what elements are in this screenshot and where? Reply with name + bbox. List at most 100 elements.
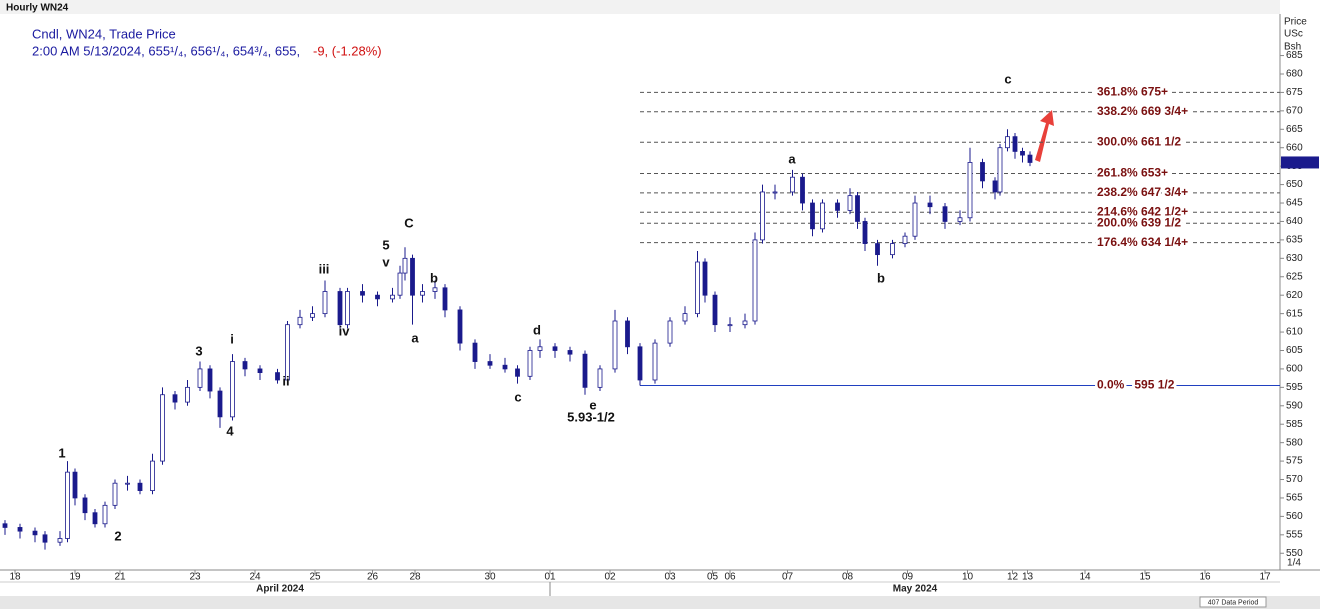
candle-body xyxy=(72,471,78,499)
candle-body xyxy=(230,361,235,418)
trend-arrow xyxy=(1035,110,1054,162)
candle-body xyxy=(137,482,143,491)
candle-body xyxy=(772,191,778,194)
candle-body xyxy=(487,361,493,366)
y-tick-label: 610 xyxy=(1286,327,1303,338)
page-indicator: 1/4 xyxy=(1287,558,1301,569)
x-tick-label: 05 xyxy=(707,572,719,583)
candle-body xyxy=(112,482,118,506)
candle-body xyxy=(420,291,425,296)
axis-header: Bsh xyxy=(1284,42,1301,53)
y-tick-label: 590 xyxy=(1286,400,1303,411)
candle-body xyxy=(397,272,403,296)
x-tick-label: 23 xyxy=(189,572,201,583)
candle-body xyxy=(597,368,603,388)
info-change: -9, (-1.28%) xyxy=(313,43,382,58)
candle-body xyxy=(527,350,533,377)
wave-label: ii xyxy=(282,373,289,388)
candle-body xyxy=(702,261,708,296)
title-bar xyxy=(0,0,1280,14)
fib-level-label: 261.8% 653+ xyxy=(1097,166,1168,180)
fib-level-label: 0.0% 595 1/2 xyxy=(1097,378,1175,392)
y-tick-label: 625 xyxy=(1286,271,1303,282)
candle-body xyxy=(1005,136,1010,149)
candle-body xyxy=(432,287,438,292)
month-label: April 2024 xyxy=(256,584,304,595)
candle-body xyxy=(637,346,643,381)
candle-body xyxy=(1027,154,1033,163)
chart-title: Hourly WN24 xyxy=(6,3,69,14)
x-tick-label: 21 xyxy=(114,572,126,583)
wave-label: c xyxy=(1004,71,1011,86)
candle-body xyxy=(890,243,895,256)
candle-body xyxy=(197,368,203,388)
candle-body xyxy=(992,180,998,193)
candle-body xyxy=(345,291,350,326)
candle-body xyxy=(57,538,63,543)
candle-body xyxy=(927,202,933,208)
fib-level-label: 300.0% 661 1/2 xyxy=(1097,134,1181,148)
x-tick-label: 30 xyxy=(484,572,496,583)
y-tick-label: 565 xyxy=(1286,493,1303,504)
candle-body xyxy=(337,291,343,326)
y-tick-label: 580 xyxy=(1286,437,1303,448)
x-tick-label: 08 xyxy=(842,572,854,583)
candle-body xyxy=(257,368,263,374)
candle-body xyxy=(582,353,588,388)
wave-label: b xyxy=(430,270,438,285)
candle-body xyxy=(625,320,630,348)
fib-level-label: 238.2% 647 3/4+ xyxy=(1097,185,1188,199)
candle-body xyxy=(242,361,248,370)
wave-label: a xyxy=(788,151,796,166)
y-tick-label: 605 xyxy=(1286,345,1303,356)
x-tick-label: 13 xyxy=(1022,572,1034,583)
wave-label: b xyxy=(877,270,885,285)
candle-body xyxy=(537,346,543,351)
y-tick-label: 645 xyxy=(1286,198,1303,209)
candle-body xyxy=(652,342,658,381)
y-tick-label: 660 xyxy=(1286,142,1303,153)
y-tick-label: 650 xyxy=(1286,179,1303,190)
wave-label: 1 xyxy=(58,445,65,460)
candle-body xyxy=(1020,151,1025,156)
candle-body xyxy=(32,530,38,536)
y-tick-label: 635 xyxy=(1286,235,1303,246)
candle-body xyxy=(185,386,190,403)
candle-body xyxy=(835,202,840,211)
candle-body xyxy=(42,534,48,543)
x-tick-label: 24 xyxy=(249,572,261,583)
candle-body xyxy=(847,195,853,211)
candle-body xyxy=(217,390,223,418)
candle-body xyxy=(967,162,973,219)
wave-label: i xyxy=(230,331,234,346)
candle-body xyxy=(727,324,733,327)
x-tick-label: 07 xyxy=(782,572,794,583)
candle-body xyxy=(862,221,868,244)
x-tick-label: 03 xyxy=(664,572,676,583)
candle-body xyxy=(502,364,508,370)
candle-body xyxy=(855,195,860,222)
y-tick-label: 665 xyxy=(1286,124,1303,135)
y-tick-label: 575 xyxy=(1286,456,1303,467)
candle-body xyxy=(17,527,23,532)
month-label: May 2024 xyxy=(893,584,938,595)
y-tick-label: 685 xyxy=(1286,50,1303,61)
wave-label: c xyxy=(514,389,521,404)
candle-body xyxy=(912,202,918,237)
y-tick-label: 640 xyxy=(1286,216,1303,227)
candle-body xyxy=(457,309,463,344)
candle-body xyxy=(102,504,108,525)
x-tick-label: 02 xyxy=(604,572,616,583)
y-tick-label: 615 xyxy=(1286,308,1303,319)
candle-body xyxy=(1012,136,1018,152)
candle-body xyxy=(790,176,795,193)
chart-subtitle: Cndl, WN24, Trade Price xyxy=(32,26,176,41)
candle-body xyxy=(92,512,98,525)
x-tick-label: 16 xyxy=(1199,572,1211,583)
x-tick-label: 26 xyxy=(367,572,379,583)
candle-body xyxy=(390,294,395,300)
candle-body xyxy=(310,313,315,318)
